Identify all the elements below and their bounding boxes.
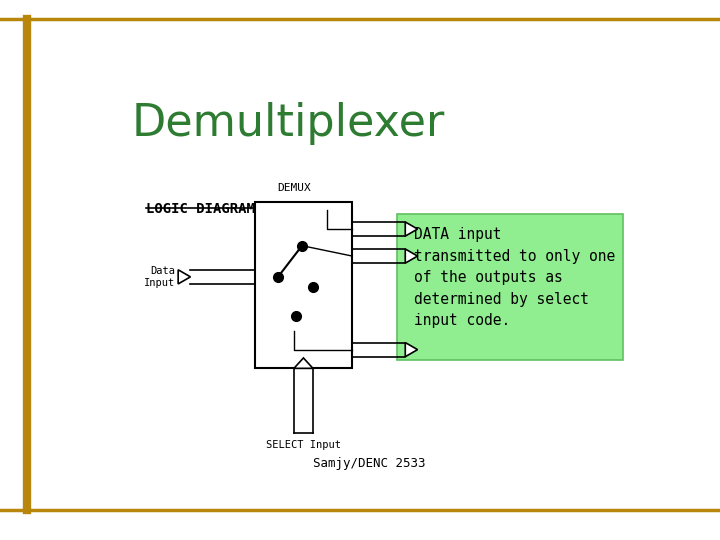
Text: LOGIC DIAGRAM: LOGIC DIAGRAM xyxy=(145,202,255,216)
Text: Data
Input: Data Input xyxy=(144,266,176,288)
Text: $O_{N-1}$: $O_{N-1}$ xyxy=(422,342,454,357)
Bar xyxy=(255,202,352,368)
Polygon shape xyxy=(405,249,418,263)
Polygon shape xyxy=(294,358,313,368)
Polygon shape xyxy=(405,342,418,357)
FancyBboxPatch shape xyxy=(397,214,623,360)
Text: $O_0$: $O_0$ xyxy=(422,221,438,237)
Polygon shape xyxy=(178,270,190,284)
Polygon shape xyxy=(405,222,418,236)
Text: Demultiplexer: Demultiplexer xyxy=(132,102,445,145)
Text: SELECT Input: SELECT Input xyxy=(266,440,341,450)
Text: DEMUX: DEMUX xyxy=(276,183,310,193)
Text: DATA input
transmitted to only one
of the outputs as
determined by select
input : DATA input transmitted to only one of th… xyxy=(414,227,615,328)
Text: Samjy/DENC 2533: Samjy/DENC 2533 xyxy=(312,457,426,470)
Text: $O_1$: $O_1$ xyxy=(422,248,438,264)
